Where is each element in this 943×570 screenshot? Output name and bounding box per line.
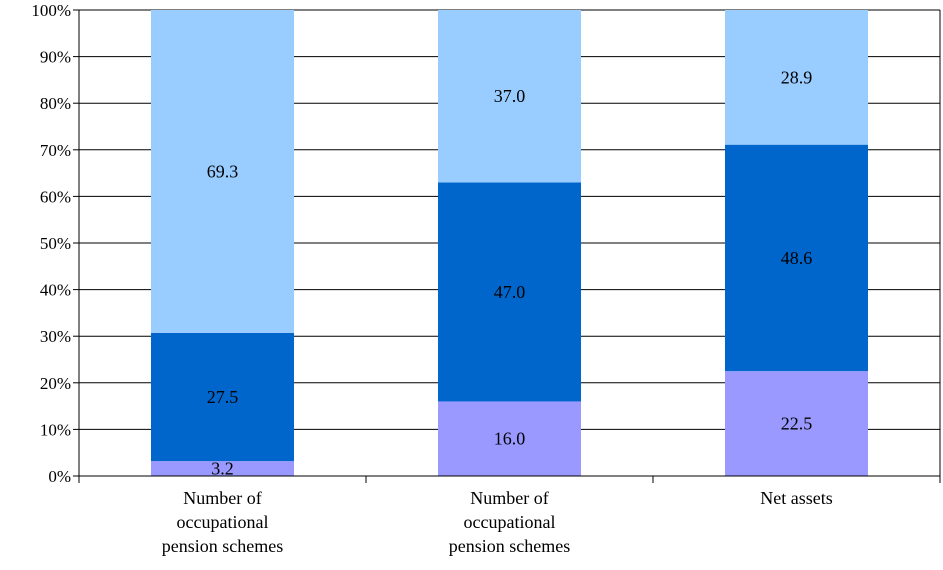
- bar-segment: [725, 144, 868, 372]
- bar-segment: [438, 10, 581, 183]
- bar-segment: [151, 332, 294, 462]
- x-category-label: occupational: [464, 512, 556, 532]
- x-category-label: pension schemes: [449, 536, 570, 556]
- bar-segment: [725, 10, 868, 145]
- data-label: 16.0: [494, 429, 526, 449]
- x-category-label: Net assets: [760, 488, 832, 508]
- y-tick-label: 10%: [40, 420, 71, 439]
- data-label: 22.5: [781, 414, 813, 434]
- bar-segment: [151, 10, 294, 333]
- y-tick-label: 0%: [48, 467, 71, 486]
- bars: [151, 10, 868, 476]
- x-category-label: Number of: [183, 488, 261, 508]
- y-tick-label: 50%: [40, 234, 71, 253]
- y-tick-label: 20%: [40, 374, 71, 393]
- data-label: 48.6: [781, 248, 813, 268]
- data-label: 28.9: [781, 67, 813, 87]
- x-category-label: pension schemes: [162, 536, 283, 556]
- data-label: 27.5: [207, 387, 239, 407]
- data-label: 3.2: [211, 459, 234, 479]
- x-category-label: Number of: [470, 488, 548, 508]
- bar-segment: [438, 182, 581, 402]
- data-label: 47.0: [494, 282, 526, 302]
- y-tick-label: 30%: [40, 327, 71, 346]
- labels: 0% 10% 20% 30% 40% 50% 60% 70% 80% 90% 100% 3.2 27.5…: [31, 1, 832, 556]
- data-label: 37.0: [494, 86, 526, 106]
- y-tick-label: 80%: [40, 94, 71, 113]
- x-category-label: occupational: [177, 512, 269, 532]
- y-tick-label: 90%: [40, 48, 71, 67]
- bar-segment: [438, 401, 581, 476]
- y-tick-label: 60%: [40, 187, 71, 206]
- bar-segment: [151, 461, 294, 476]
- y-tick-label: 40%: [40, 281, 71, 300]
- y-tick-label: 100%: [31, 1, 71, 20]
- axes: [73, 9, 941, 483]
- bar-segment: [725, 371, 868, 476]
- data-label: 69.3: [207, 161, 239, 181]
- y-tick-label: 70%: [40, 141, 71, 160]
